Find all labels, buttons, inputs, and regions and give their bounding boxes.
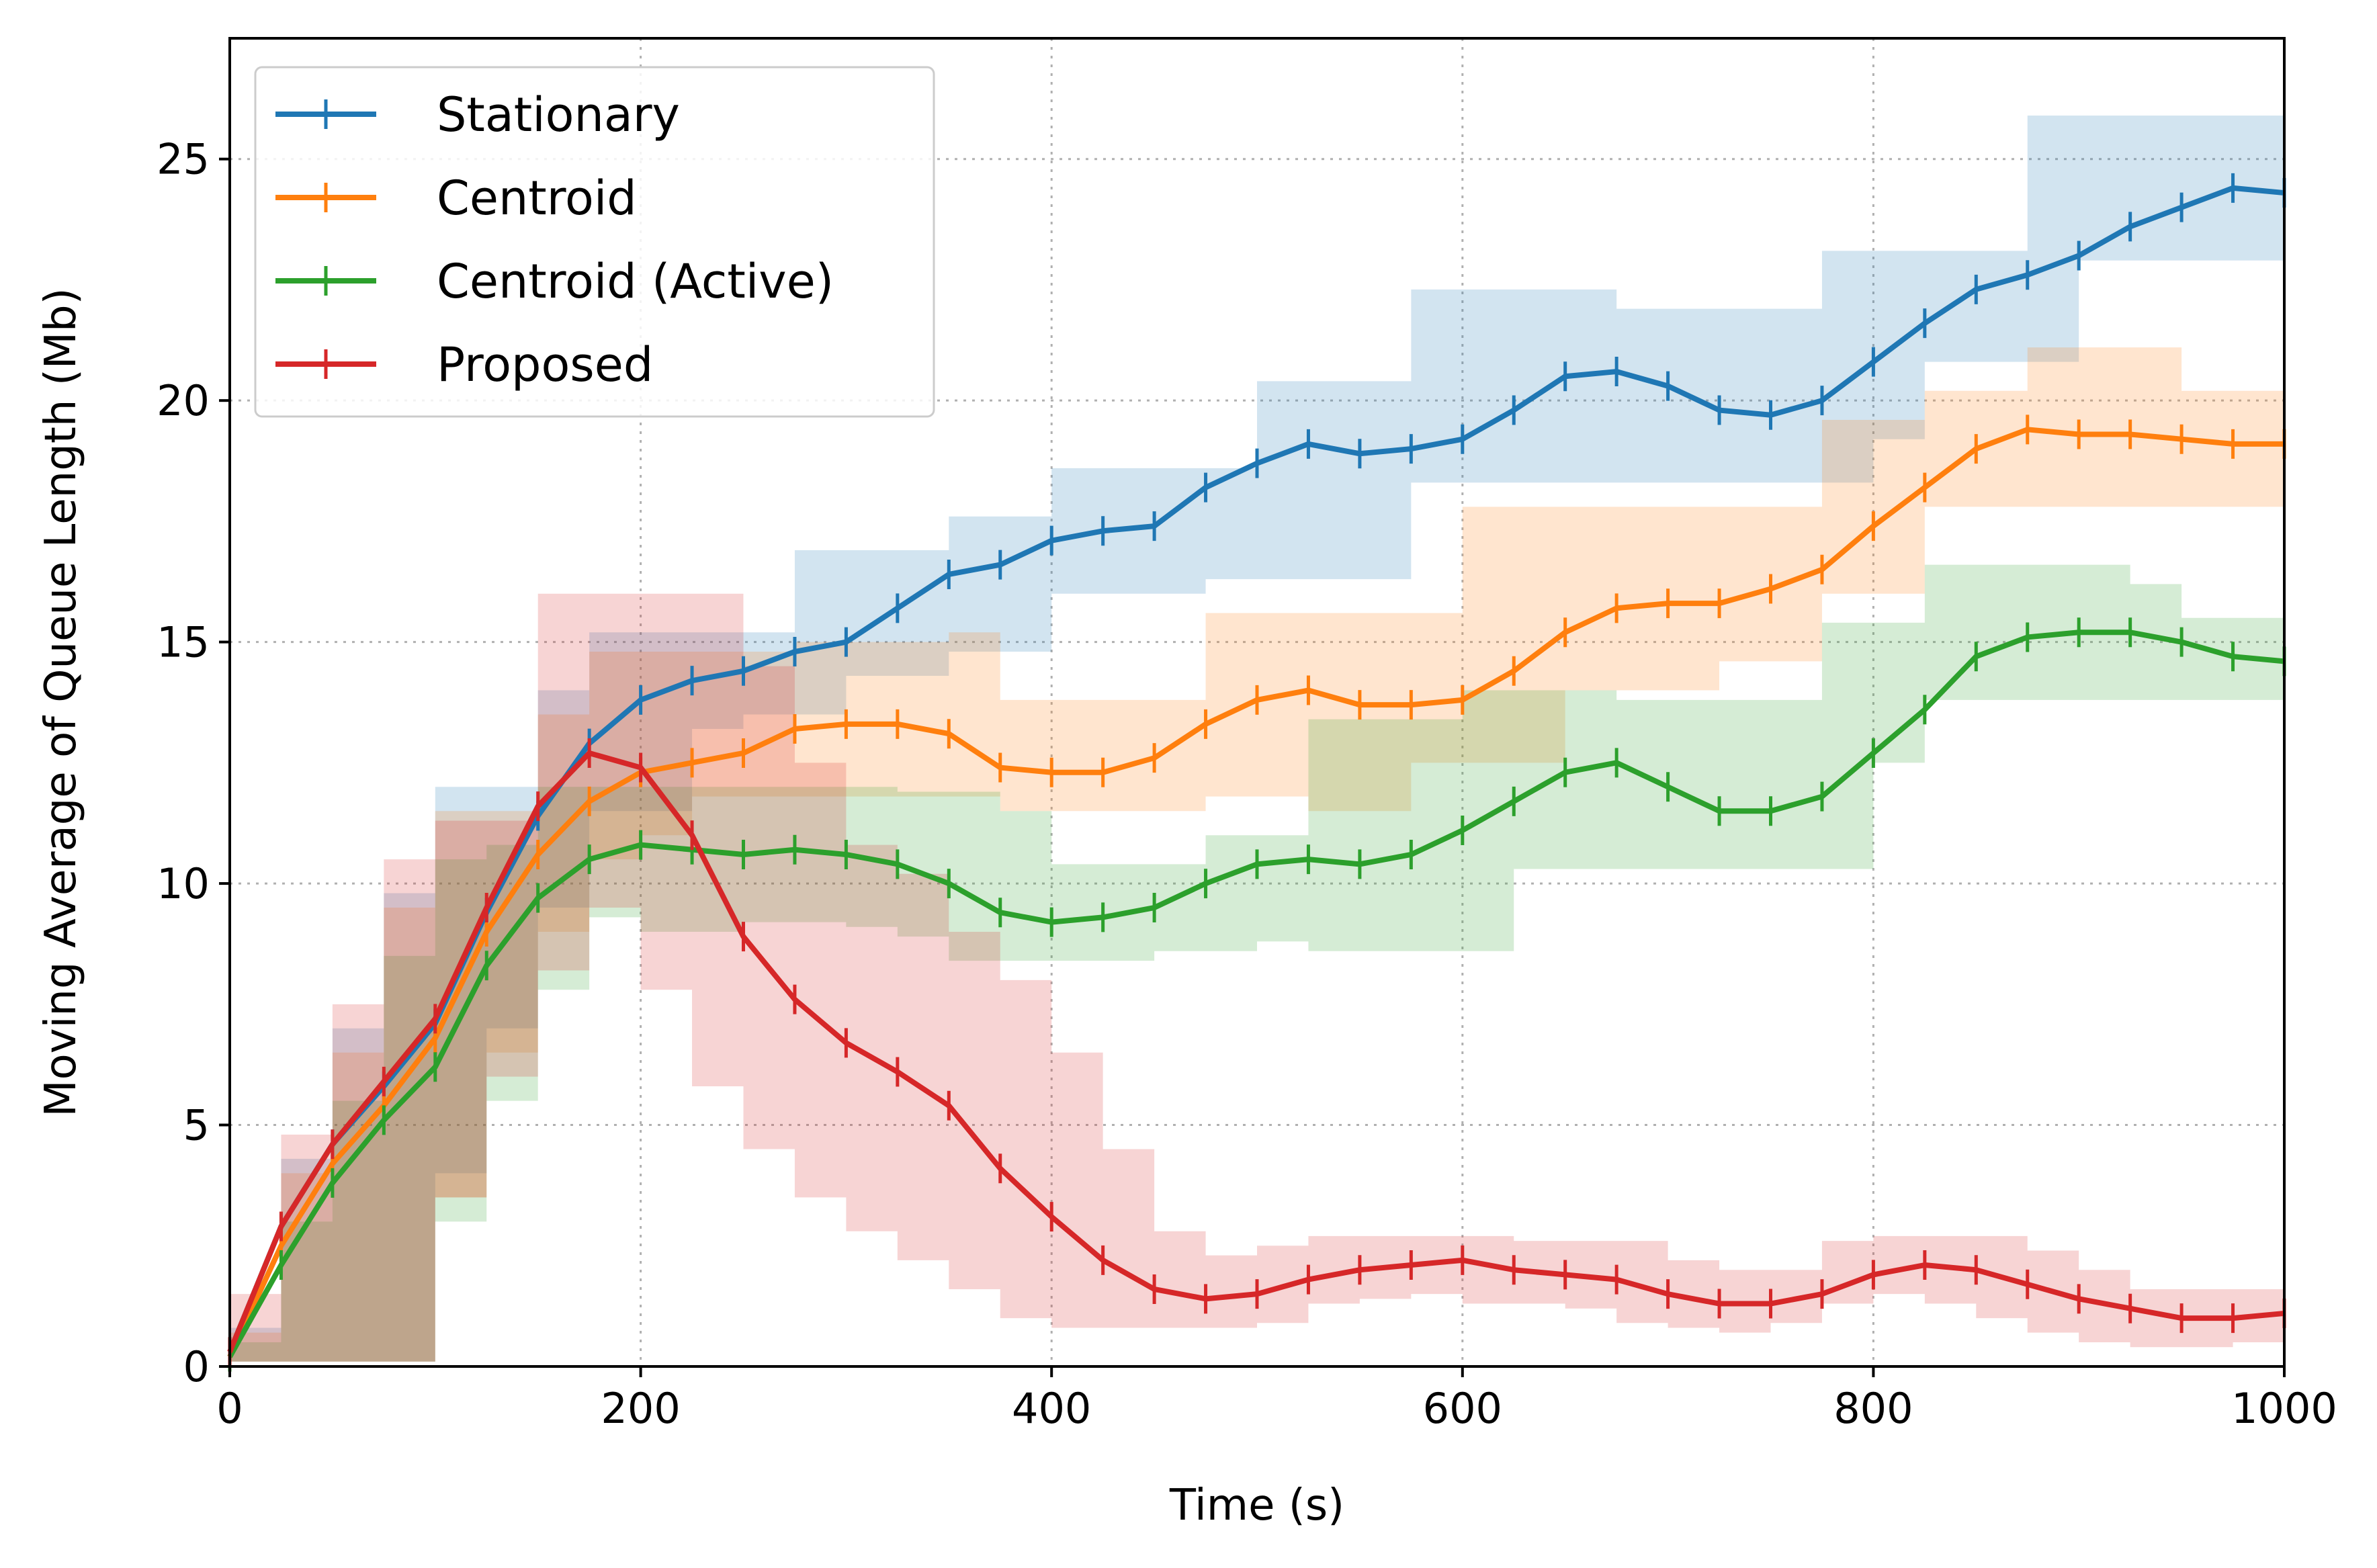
y-tick-label: 10 — [157, 859, 210, 908]
legend-label: Stationary — [437, 87, 680, 142]
y-axis-label: Moving Average of Queue Length (Mb) — [36, 288, 86, 1117]
band-proposed — [230, 593, 2284, 1362]
y-tick-label: 25 — [157, 135, 210, 184]
x-tick-label: 400 — [1012, 1384, 1091, 1433]
x-tick-label: 800 — [1833, 1384, 1913, 1433]
x-tick-label: 1000 — [2231, 1384, 2337, 1433]
y-tick-label: 0 — [183, 1342, 210, 1391]
legend-label: Proposed — [437, 337, 653, 392]
y-tick-label: 5 — [183, 1101, 210, 1150]
x-tick-label: 600 — [1423, 1384, 1502, 1433]
axis-ticks: 0 200 400 600 800 1000 0 5 10 15 20 25 — [157, 135, 2337, 1433]
legend: Stationary Centroid Centroid (Active) Propo… — [254, 66, 935, 418]
plot-frame — [228, 37, 2286, 1368]
legend-label: Centroid (Active) — [437, 254, 834, 309]
x-axis-label: Time (s) — [1169, 1481, 1344, 1530]
legend-label: Centroid — [437, 171, 637, 226]
x-tick-label: 200 — [601, 1384, 680, 1433]
y-tick-label: 20 — [157, 376, 210, 425]
band-centroid-active- — [230, 564, 2284, 1362]
x-tick-label: 0 — [216, 1384, 243, 1433]
legend-box — [254, 66, 935, 418]
y-tick-label: 15 — [157, 618, 210, 667]
